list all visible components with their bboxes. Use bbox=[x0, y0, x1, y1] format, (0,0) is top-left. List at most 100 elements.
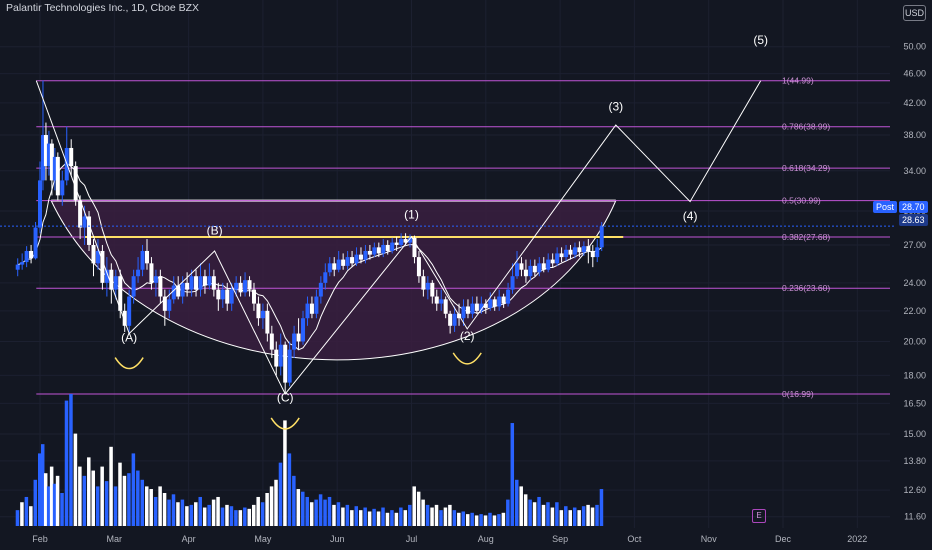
volume-bar bbox=[572, 507, 577, 526]
candle-body bbox=[314, 296, 319, 314]
candle-body bbox=[523, 269, 528, 277]
volume-bar bbox=[269, 486, 274, 526]
volume-bar bbox=[292, 475, 296, 526]
volume-bar bbox=[256, 496, 260, 526]
candle-body bbox=[180, 282, 185, 297]
volume-bar bbox=[532, 502, 537, 526]
candle-body bbox=[528, 265, 533, 277]
volume-bar bbox=[220, 507, 225, 526]
candle-body bbox=[158, 276, 163, 297]
candle-body bbox=[519, 263, 524, 270]
price-axis-label: 46.00 bbox=[903, 69, 926, 79]
candle-body bbox=[501, 296, 506, 304]
volume-bar bbox=[122, 475, 127, 526]
volume-bar bbox=[225, 504, 229, 526]
volume-bar bbox=[109, 446, 113, 526]
candle-body bbox=[412, 237, 417, 258]
volume-bar bbox=[283, 420, 287, 526]
candle-body bbox=[198, 276, 203, 290]
earnings-icon[interactable]: E bbox=[752, 509, 766, 523]
volume-bar bbox=[24, 496, 29, 526]
volume-bar bbox=[127, 473, 131, 526]
candle-body bbox=[323, 272, 328, 283]
candle-body bbox=[216, 289, 221, 300]
volume-bar bbox=[167, 499, 171, 526]
candle-body bbox=[55, 156, 60, 196]
candle-body bbox=[136, 269, 141, 277]
candle-body bbox=[572, 247, 577, 255]
time-axis-label: Mar bbox=[107, 534, 123, 544]
candle-body bbox=[296, 333, 301, 342]
candle-body bbox=[287, 349, 292, 383]
fib-level-label: 0.618(34.29) bbox=[782, 163, 830, 173]
volume-bar bbox=[278, 462, 283, 526]
volume-bar bbox=[327, 496, 332, 526]
wave-label: (2) bbox=[460, 329, 475, 343]
price-axis-label: 38.00 bbox=[903, 130, 926, 140]
candle-body bbox=[162, 296, 167, 311]
candle-body bbox=[46, 143, 51, 167]
volume-bar bbox=[20, 502, 24, 526]
wave-label: (1) bbox=[404, 208, 419, 222]
candle-body bbox=[581, 246, 586, 253]
volume-bar bbox=[367, 511, 372, 526]
volume-bar bbox=[345, 504, 350, 526]
candle-body bbox=[194, 276, 199, 290]
fib-level-label: 0(16.99) bbox=[782, 389, 814, 399]
volume-bar bbox=[586, 504, 590, 526]
price-axis-label: 27.00 bbox=[903, 240, 926, 250]
candle-body bbox=[73, 166, 78, 201]
volume-bar bbox=[305, 496, 309, 526]
volume-bar bbox=[43, 473, 48, 526]
candle-body bbox=[140, 250, 145, 270]
currency-button[interactable]: USD bbox=[903, 5, 926, 21]
bottom-arc-marker bbox=[114, 357, 144, 370]
candle-body bbox=[20, 262, 25, 265]
candle-body bbox=[171, 285, 176, 300]
fib-level-label: 1(44.99) bbox=[782, 76, 814, 86]
time-axis-label: 2022 bbox=[847, 534, 867, 544]
candle-body bbox=[381, 244, 386, 254]
volume-bar bbox=[439, 510, 443, 526]
volume-bar bbox=[599, 489, 604, 526]
volume-bar bbox=[408, 504, 412, 526]
candle-body bbox=[144, 250, 149, 264]
volume-bar bbox=[358, 510, 363, 526]
candle-body bbox=[247, 280, 252, 290]
candle-body bbox=[595, 247, 600, 258]
candle-body bbox=[408, 237, 413, 243]
volume-bar bbox=[29, 506, 33, 526]
candle-body bbox=[394, 242, 399, 245]
candle-body bbox=[443, 299, 448, 314]
candle-body bbox=[425, 282, 430, 290]
volume-bar bbox=[73, 433, 78, 526]
volume-bar bbox=[332, 504, 336, 526]
candle-body bbox=[309, 303, 314, 314]
fib-level-label: 0.5(30.99) bbox=[782, 196, 821, 206]
volume-bar bbox=[416, 491, 421, 526]
volume-bar bbox=[434, 504, 439, 526]
volume-bar bbox=[38, 453, 42, 526]
volume-bar bbox=[251, 504, 256, 526]
candle-body bbox=[568, 249, 573, 255]
volume-bar bbox=[506, 499, 510, 526]
symbol-title[interactable]: Palantir Technologies Inc., 1D, Cboe BZX bbox=[6, 2, 199, 14]
volume-bar bbox=[412, 486, 416, 526]
volume-bar bbox=[452, 510, 457, 526]
time-axis-label: Apr bbox=[182, 534, 196, 544]
candle-body bbox=[318, 282, 323, 297]
candle-body bbox=[40, 135, 45, 181]
volume-bar bbox=[153, 496, 158, 526]
time-axis-label: Jul bbox=[406, 534, 418, 544]
elliott-wave-path bbox=[35, 80, 762, 395]
time-axis-label: Nov bbox=[701, 534, 718, 544]
volume-bar bbox=[577, 510, 581, 526]
volume-bar bbox=[33, 479, 38, 526]
volume-bar bbox=[465, 514, 470, 526]
candle-body bbox=[15, 264, 20, 270]
candle-body bbox=[82, 216, 87, 228]
candle-body bbox=[448, 313, 453, 326]
volume-bar bbox=[595, 504, 599, 526]
candle-body bbox=[363, 250, 368, 260]
